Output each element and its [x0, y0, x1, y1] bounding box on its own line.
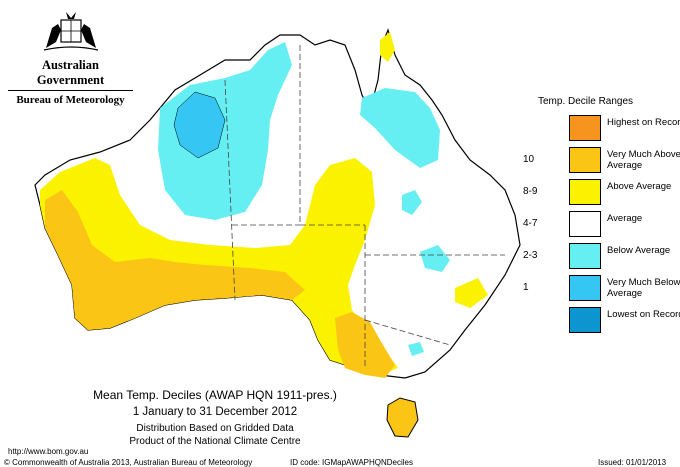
legend-swatch [569, 115, 601, 141]
above-average-capeyork [380, 32, 395, 62]
legend-label: Highest on Record [607, 117, 680, 128]
legend-title: Temp. Decile Ranges [538, 96, 634, 107]
below-average-patch-3 [408, 342, 424, 356]
legend-swatch [569, 243, 601, 269]
legend-item-below: 2-3 Below Average [523, 243, 673, 269]
legend-range: 1 [523, 282, 529, 293]
footer-issued: Issued: 01/01/2013 [598, 458, 667, 467]
bureau-name: Bureau of Meteorology [8, 90, 133, 107]
legend-label: Lowest on Record [607, 309, 680, 320]
legend-item-highest: Highest on Record [523, 115, 680, 141]
legend-swatch [569, 211, 601, 237]
very-much-above-average-region [45, 190, 305, 330]
map-product: Product of the National Climate Centre [129, 436, 301, 447]
legend-range: 2-3 [523, 250, 538, 261]
government-logo: Australian Government Bureau of Meteorol… [8, 8, 133, 107]
legend-label: Very Much Above Average [607, 149, 680, 171]
coat-of-arms-icon [43, 12, 98, 51]
legend-item-above: 8-9 Above Average [523, 179, 673, 205]
below-average-queensland [360, 88, 440, 168]
map-period: 1 January to 31 December 2012 [132, 406, 298, 418]
legend-swatch [569, 307, 601, 333]
legend-label: Above Average [607, 181, 672, 192]
legend-range: 10 [523, 154, 535, 165]
below-average-north [158, 42, 292, 220]
legend-range: 8-9 [523, 186, 538, 197]
above-average-east-coast [455, 278, 488, 308]
legend-item-very-much-above: 10 Very Much Above Average [523, 147, 680, 173]
legend-swatch [569, 147, 601, 173]
legend-label: Below Average [607, 245, 671, 256]
footer-url[interactable]: http://www.bom.gov.au [8, 447, 89, 456]
legend-item-lowest: Lowest on Record [523, 307, 680, 333]
very-much-below-average-north [173, 91, 226, 159]
map-title: Mean Temp. Deciles (AWAP HQN 1911-pres.) [93, 388, 337, 402]
legend-label: Average [607, 213, 643, 224]
legend-item-average: 4-7 Average [523, 211, 673, 237]
legend-range: 4-7 [523, 218, 538, 229]
tasmania [386, 397, 419, 438]
legend-swatch [569, 179, 601, 205]
legend-swatch [569, 275, 601, 301]
map-distribution: Distribution Based on Gridded Data [136, 423, 294, 434]
below-average-patch-2 [420, 245, 450, 272]
state-borders [224, 45, 505, 368]
footer-copyright: © Commonwealth of Australia 2013, Austra… [4, 458, 253, 467]
below-average-patch-1 [402, 190, 422, 215]
footer-id-code: ID code: IGMapAWAPHQNDeciles [290, 458, 413, 467]
government-name: Australian Government [36, 58, 105, 87]
legend-item-very-much-below: 1 Very Much Below Average [523, 275, 680, 301]
legend-label: Very Much Below Average [607, 277, 680, 299]
